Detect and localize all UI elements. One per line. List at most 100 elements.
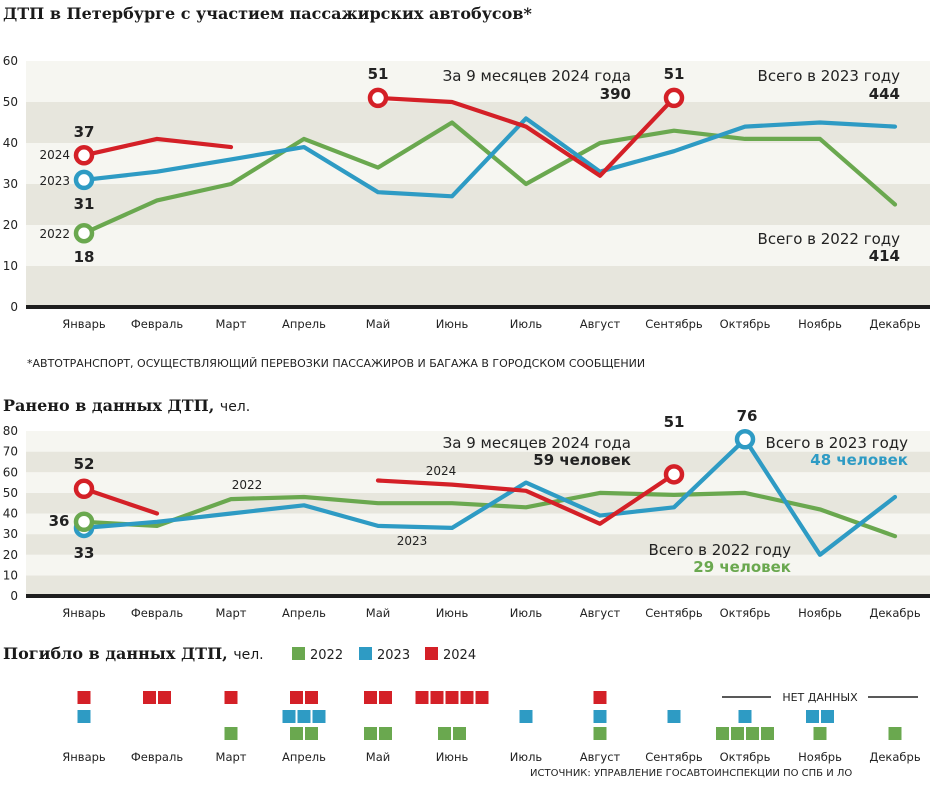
chart2-band-3 [26, 513, 930, 535]
chart2-xtick: Июль [510, 606, 543, 620]
chart1-title: ДТП в Петербурге с участием пассажирских… [3, 4, 532, 23]
chart2-ytick: 70 [3, 445, 18, 459]
chart3-xtick: Январь [62, 750, 106, 764]
chart3-death-2024-5 [460, 691, 474, 704]
chart1-value-jan-2023: 31 [74, 195, 95, 213]
chart2-xtick: Июнь [436, 606, 469, 620]
chart3-death-2024-4 [364, 691, 377, 704]
chart2-total-2024-label: За 9 месяцев 2024 года [443, 434, 631, 452]
chart1-band-2 [26, 184, 930, 225]
chart1-xtick: Май [366, 317, 390, 331]
chart2-series-2023-line [81, 437, 898, 557]
chart1-total-2022-value: 414 [869, 247, 900, 265]
chart1-ytick: 60 [3, 54, 18, 68]
chart2-xtick: Ноябрь [798, 606, 842, 620]
chart1-marker-may-2024 [367, 87, 389, 109]
chart1-marker-jan-2024 [73, 145, 95, 166]
chart2-marker-jan-2024 [73, 478, 95, 499]
chart2-xtick: Сентябрь [645, 606, 703, 620]
chart1-value-jan-2022: 18 [74, 248, 95, 266]
chart1-marker-sep-2024 [663, 87, 685, 109]
chart3-death-2024-1 [158, 691, 171, 704]
chart3-death-2024-5 [430, 691, 444, 704]
chart3-title: Погибло в данных ДТП, чел. [3, 644, 264, 663]
chart2-value-jan-2022: 36 [49, 512, 70, 530]
chart1-band-5 [26, 61, 930, 102]
chart1-series-2024-line [375, 95, 677, 178]
chart3-death-2023-0 [77, 710, 91, 723]
chart2-band-5 [26, 472, 930, 493]
chart3-xtick: Март [216, 750, 247, 764]
chart3-death-2022-10 [813, 727, 827, 740]
chart2-series-2024-line [375, 472, 677, 526]
chart1-xtick: Февраль [131, 317, 183, 331]
chart1-band-3 [26, 143, 930, 184]
chart3-death-2022-7 [593, 727, 607, 740]
chart1-total-2024-value: 390 [600, 85, 631, 103]
chart1-xtick: Ноябрь [798, 317, 842, 331]
chart2-band-6 [26, 451, 930, 473]
chart2-ytick: 20 [3, 548, 18, 562]
chart3-death-2024-3 [305, 691, 318, 704]
chart2-ytick: 0 [10, 589, 18, 603]
chart3-death-2022-5 [438, 727, 451, 740]
chart1-value-jan-2024: 37 [74, 123, 95, 141]
chart2-value-oct-2023: 76 [737, 407, 758, 425]
chart2-title: Ранено в данных ДТП, чел. [3, 396, 251, 415]
chart1-xtick: Декабрь [869, 317, 920, 331]
chart3-death-2024-1 [143, 691, 156, 704]
chart2-band-1 [26, 554, 930, 576]
chart3-death-2022-9 [746, 727, 759, 740]
chart1-xtick: Октябрь [720, 317, 771, 331]
chart3-death-2023-10 [806, 710, 819, 723]
chart2-xtick: Февраль [131, 606, 183, 620]
chart3-death-2024-5 [475, 691, 489, 704]
chart3-legend-swatch-2023 [359, 647, 372, 660]
chart3-legend-label-2022: 2022 [310, 648, 343, 663]
chart2-unit: чел. [219, 399, 251, 415]
chart2-series-label-2023: 2023 [397, 534, 428, 548]
chart3-xtick: Июнь [436, 750, 469, 764]
chart1-ytick: 30 [3, 177, 18, 191]
chart3-death-2024-2 [224, 691, 238, 704]
chart1-value-sep-2024: 51 [664, 65, 685, 83]
chart1-xtick: Январь [62, 317, 106, 331]
chart3-death-2022-4 [379, 727, 392, 740]
chart2-xtick: Май [366, 606, 390, 620]
chart3-death-2024-7 [593, 691, 607, 704]
chart3-unit: чел. [233, 647, 264, 663]
chart1-ytick: 20 [3, 218, 18, 232]
chart3-death-2023-3 [297, 710, 311, 723]
chart2-xtick: Август [580, 606, 621, 620]
chart3-death-2023-10 [821, 710, 834, 723]
chart3-xtick: Февраль [131, 750, 183, 764]
chart3-death-2024-3 [290, 691, 303, 704]
chart2-marker-oct-2023 [734, 429, 756, 450]
chart3-death-2022-4 [364, 727, 377, 740]
chart2-value-jan-2023: 33 [74, 544, 95, 562]
chart1-footnote: *АВТОТРАНСПОРТ, ОСУЩЕСТВЛЯЮЩИЙ ПЕРЕВОЗКИ… [27, 357, 646, 370]
chart3-death-2024-5 [445, 691, 459, 704]
chart2-total-2023-value: 48 человек [810, 451, 908, 469]
chart3-death-2024-5 [415, 691, 429, 704]
chart3-legend-swatch-2022 [292, 647, 305, 660]
chart2-ytick: 60 [3, 465, 18, 479]
chart1-series-label-2023: 2023 [39, 174, 70, 188]
chart2-band-0 [26, 575, 930, 596]
chart3-xtick: Сентябрь [645, 750, 703, 764]
chart2-series-label-2024: 2024 [426, 464, 457, 478]
chart3-death-2024-0 [77, 691, 91, 704]
chart3-legend-swatch-2024 [425, 647, 438, 660]
chart3-xtick: Июль [510, 750, 543, 764]
chart3-death-2024-4 [379, 691, 392, 704]
chart3-xtick: Апрель [282, 750, 326, 764]
chart3-death-2022-9 [716, 727, 729, 740]
chart3-xtick: Декабрь [869, 750, 920, 764]
chart3-death-2023-8 [667, 710, 681, 723]
chart1-value-may-2024: 51 [368, 65, 389, 83]
chart1-series-label-2024: 2024 [39, 148, 70, 162]
chart3-death-2023-6 [519, 710, 533, 723]
chart2-ytick: 50 [3, 486, 18, 500]
chart3-death-2023-3 [282, 710, 296, 723]
